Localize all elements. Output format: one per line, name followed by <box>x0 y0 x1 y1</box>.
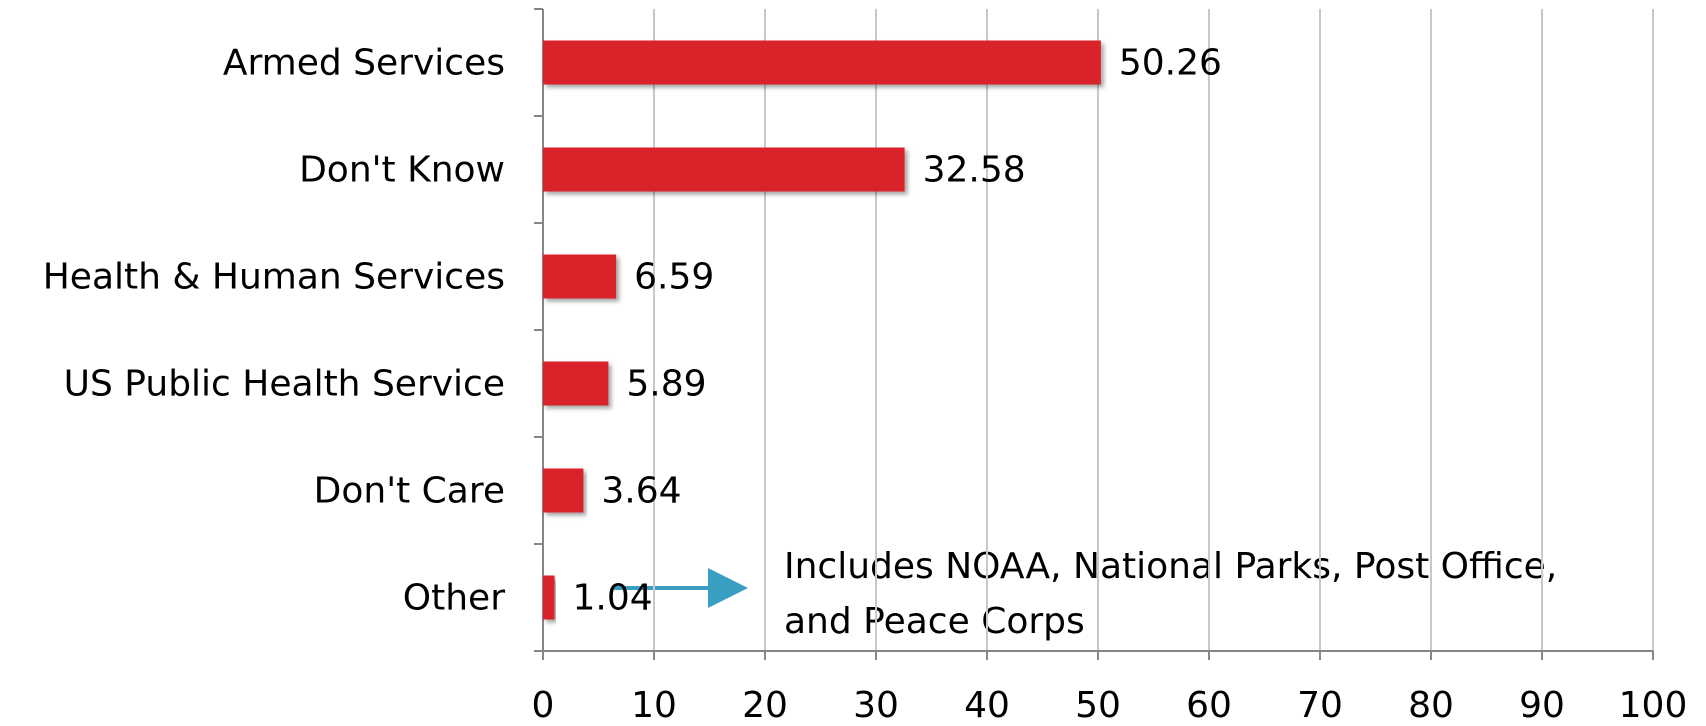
bar <box>543 361 609 406</box>
value-label: 3.64 <box>601 471 681 512</box>
x-tick-label: 60 <box>1186 685 1232 726</box>
x-tick-label: 20 <box>742 685 788 726</box>
x-tick-label: 30 <box>853 685 899 726</box>
x-tick-label: 100 <box>1619 685 1688 726</box>
y-tick-label: Armed Services <box>223 43 505 84</box>
x-tick-label: 80 <box>1408 685 1454 726</box>
x-tick-label: 10 <box>631 685 677 726</box>
value-label: 5.89 <box>626 364 706 405</box>
value-label: 32.58 <box>923 150 1026 191</box>
bar <box>543 575 555 620</box>
bar <box>543 254 617 299</box>
y-tick-label: Other <box>403 578 505 619</box>
x-tick-label: 40 <box>964 685 1010 726</box>
annotation: and Peace Corps <box>784 601 1085 642</box>
bar <box>543 147 905 192</box>
bar <box>543 40 1101 85</box>
annotation: Includes NOAA, National Parks, Post Offi… <box>784 546 1557 587</box>
value-label: 6.59 <box>634 257 714 298</box>
y-tick-label: US Public Health Service <box>64 364 505 405</box>
y-tick-label: Health & Human Services <box>43 257 505 298</box>
x-tick-label: 70 <box>1297 685 1343 726</box>
x-tick-label: 50 <box>1075 685 1121 726</box>
bar <box>543 468 584 513</box>
x-tick-label: 0 <box>532 685 555 726</box>
y-tick-label: Don't Know <box>299 150 505 191</box>
x-tick-label: 90 <box>1519 685 1565 726</box>
y-tick-label: Don't Care <box>314 471 505 512</box>
value-label: 50.26 <box>1119 43 1222 84</box>
value-label: 1.04 <box>573 578 653 619</box>
